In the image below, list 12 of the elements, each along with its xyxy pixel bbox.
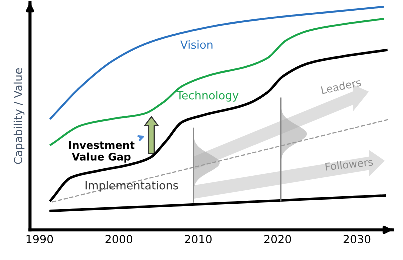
annotation: Investment Value Gap <box>69 141 135 163</box>
series-label: Implementations <box>86 181 178 192</box>
series-label: Vision <box>180 40 213 50</box>
x-tick-label: 2000 <box>106 235 133 244</box>
x-tick-label: 2030 <box>344 235 371 244</box>
x-tick-label: 2020 <box>264 235 292 244</box>
x-tick-label: 2010 <box>185 235 212 244</box>
annotation: Leaders <box>321 78 362 94</box>
x-tick-label: 1990 <box>26 235 54 244</box>
annotation: Followers <box>326 158 374 171</box>
series-label: Technology <box>176 91 239 102</box>
y-axis-title: Capability / Value <box>14 68 25 164</box>
